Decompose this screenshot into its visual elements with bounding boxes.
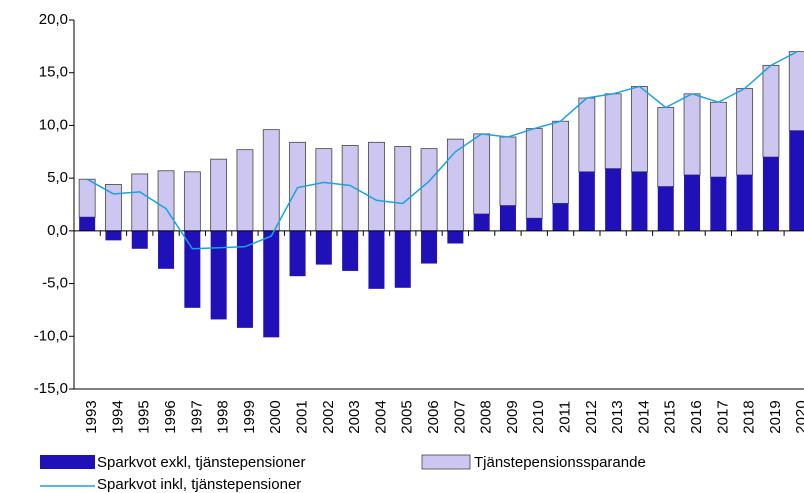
bar — [605, 168, 622, 231]
bar — [578, 171, 595, 231]
x-tick-label: 2016 — [688, 400, 705, 433]
bar — [683, 93, 701, 176]
legend-swatch — [40, 455, 95, 469]
x-tick-label: 2018 — [741, 400, 758, 433]
x-tick-label: 2000 — [267, 400, 284, 433]
x-tick-label: 2007 — [451, 400, 468, 433]
legend-label: Sparkvot exkl, tjänstepensioner — [97, 454, 305, 471]
x-tick-label: 2004 — [372, 400, 389, 433]
bar — [210, 158, 228, 232]
x-tick-label: 1999 — [241, 400, 258, 433]
x-tick-label: 1997 — [188, 400, 205, 433]
bar — [315, 148, 333, 232]
x-tick-label: 1996 — [162, 400, 179, 433]
x-tick-label: 2020 — [793, 400, 804, 433]
x-tick-label: 2001 — [294, 400, 311, 433]
bar — [289, 230, 306, 277]
x-tick-label: 1994 — [109, 400, 126, 433]
x-tick-label: 2013 — [609, 400, 626, 433]
bar — [105, 230, 122, 241]
x-tick-label: 2011 — [557, 401, 574, 433]
x-tick-label: 2008 — [478, 400, 495, 433]
x-tick-label: 2019 — [767, 400, 784, 433]
bar — [236, 230, 253, 328]
bar — [762, 64, 780, 158]
bar — [736, 174, 753, 231]
bar — [394, 146, 412, 232]
x-tick-label: 2002 — [320, 400, 337, 433]
bar — [499, 136, 517, 206]
y-tick-label: -15,0 — [34, 380, 68, 397]
bar — [552, 120, 569, 204]
x-tick-label: 2014 — [635, 400, 652, 433]
y-tick-label: 15,0 — [39, 64, 68, 81]
x-tick-label: 2010 — [530, 400, 547, 433]
bar — [420, 148, 438, 232]
bar — [368, 141, 385, 232]
bar — [210, 230, 227, 320]
bar — [709, 101, 727, 178]
bar — [131, 173, 149, 232]
x-tick-label: 2017 — [714, 400, 731, 433]
bar — [499, 205, 516, 231]
bar — [368, 230, 385, 289]
bar — [184, 230, 201, 308]
x-tick-label: 1993 — [83, 400, 100, 433]
bar — [447, 230, 464, 244]
bar — [315, 230, 332, 265]
x-tick-label: 2015 — [662, 400, 679, 433]
bar — [262, 129, 280, 232]
y-tick-label: 5,0 — [47, 169, 68, 186]
bar — [342, 230, 359, 271]
x-tick-label: 1998 — [215, 400, 232, 433]
bar — [552, 203, 569, 231]
bar — [183, 171, 201, 232]
bar — [78, 178, 96, 218]
bar — [236, 149, 254, 232]
legend-swatch — [421, 454, 471, 470]
x-tick-label: 2003 — [346, 400, 363, 433]
bar — [684, 174, 701, 231]
x-tick-label: 2005 — [399, 400, 416, 433]
bar — [526, 218, 543, 231]
y-tick-label: 10,0 — [39, 116, 68, 133]
bar — [79, 217, 96, 231]
bar — [473, 213, 490, 231]
y-tick-label: 0,0 — [47, 222, 68, 239]
bar — [131, 230, 148, 249]
bar — [736, 88, 754, 176]
bar — [157, 170, 175, 232]
bar — [762, 157, 779, 231]
bar — [158, 230, 175, 269]
bar — [525, 128, 543, 219]
y-tick-label: -5,0 — [42, 275, 68, 292]
x-tick-label: 2012 — [583, 400, 600, 433]
bar — [578, 97, 596, 173]
line — [86, 50, 798, 250]
x-tick-label: 2006 — [425, 400, 442, 433]
bar — [604, 93, 622, 170]
bar — [657, 107, 675, 187]
bar — [788, 51, 804, 132]
bar — [631, 86, 648, 173]
bar — [394, 230, 411, 288]
legend-label: Sparkvot inkl, tjänstepensioner — [97, 476, 301, 493]
x-tick-label: 1995 — [136, 400, 153, 433]
bar — [263, 230, 280, 338]
bar — [789, 130, 804, 231]
bar — [657, 186, 674, 231]
x-tick-label: 2009 — [504, 400, 521, 433]
bar — [421, 230, 438, 264]
bar — [631, 171, 648, 231]
bar — [710, 177, 727, 231]
y-tick-label: 20,0 — [39, 11, 68, 28]
bar — [473, 133, 491, 215]
legend-label: Tjänstepensionssparande — [474, 454, 646, 471]
y-tick-label: -10,0 — [34, 327, 68, 344]
